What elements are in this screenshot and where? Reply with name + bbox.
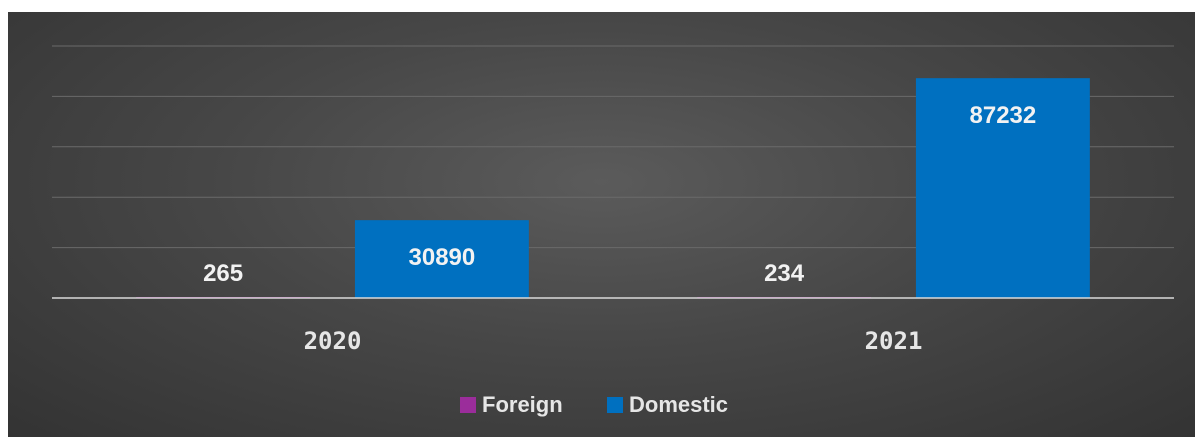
data-label-foreign-2020: 265 (203, 260, 243, 287)
category-label-2020: 2020 (304, 327, 362, 355)
legend-label-domestic: Domestic (629, 392, 728, 417)
bar-chart: 265 30890 234 87232 2020 2021 Foreign Domesti… (52, 45, 1174, 417)
bars (136, 78, 1090, 299)
chart-area: 265 30890 234 87232 2020 2021 Foreign Domesti… (8, 12, 1195, 437)
category-labels: 2020 2021 (304, 327, 923, 355)
data-label-domestic-2020: 30890 (409, 244, 476, 271)
category-label-2021: 2021 (865, 327, 923, 355)
bar-domestic-2020 (354, 220, 529, 298)
data-labels: 265 30890 234 87232 (203, 102, 1036, 287)
legend-label-foreign: Foreign (482, 392, 563, 417)
data-label-foreign-2021: 234 (764, 260, 805, 287)
legend-swatch-foreign (460, 397, 476, 413)
legend: Foreign Domestic (460, 392, 728, 417)
legend-swatch-domestic (607, 397, 623, 413)
bar-domestic-2021 (915, 78, 1090, 299)
data-label-domestic-2021: 87232 (970, 102, 1037, 129)
